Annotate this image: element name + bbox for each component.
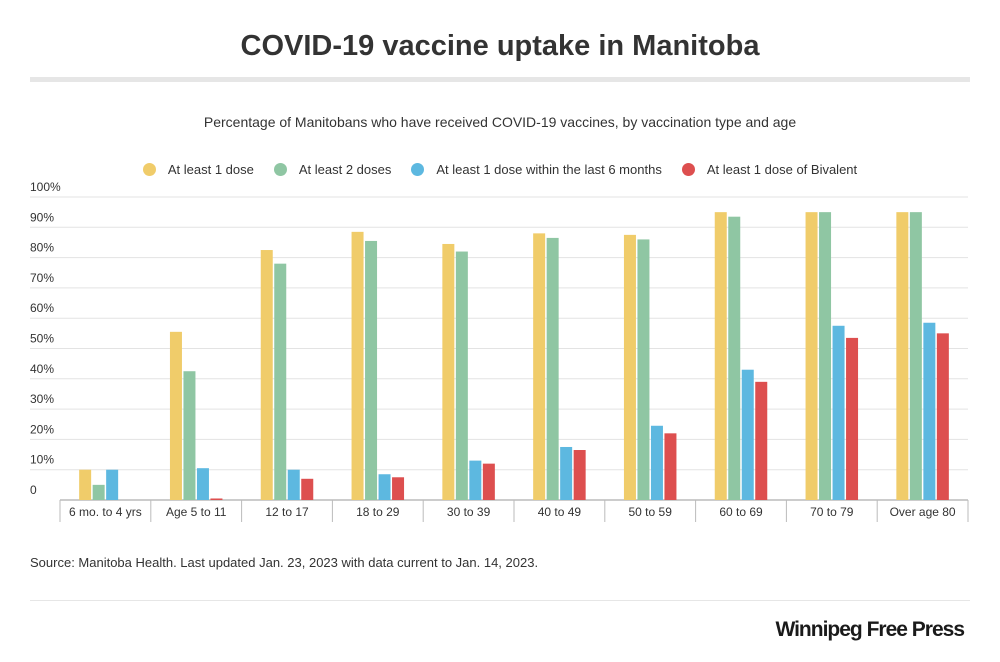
bar [169,331,182,500]
bar [92,484,105,500]
bar [287,469,300,500]
bar [274,263,287,500]
bar [482,463,495,500]
y-tick-label: 10% [30,453,54,467]
y-tick-label: 90% [30,210,54,224]
bar [664,433,677,500]
bar [455,251,468,500]
x-tick-label: 70 to 79 [810,505,854,519]
x-tick-label: 40 to 49 [538,505,582,519]
chart-title: COVID-19 vaccine uptake in Manitoba [240,30,760,62]
source-note: Source: Manitoba Health. Last updated Ja… [30,555,539,570]
legend-swatch [142,163,156,176]
bar [79,469,92,500]
bar [637,239,650,501]
bar-chart: 0 10% 20% 30% 40% 50% 60% 70% 80% 90% 100% 6 mo. to… [30,180,969,522]
y-tick-label: 80% [30,241,54,255]
x-tick-label: 6 mo. to 4 yrs [69,505,142,519]
bar [106,469,119,500]
legend-swatch [411,163,425,176]
bar [936,333,949,500]
bar [819,212,832,500]
x-tick-label: 60 to 69 [719,505,763,519]
y-tick-label: 70% [30,271,54,285]
legend-swatch [681,163,695,176]
y-tick-label: 0 [30,483,37,497]
bar [183,371,196,500]
legend-item-second-dose: At least 2 doses [273,162,392,177]
bar [728,216,741,500]
x-tick-label: 50 to 59 [629,505,673,519]
y-tick-label: 60% [30,301,54,315]
bar [392,477,405,500]
bar [196,468,209,500]
bar [301,478,314,500]
chart-legend: At least 1 dose At least 2 doses At leas… [0,162,1000,177]
chart-subtitle: Percentage of Manitobans who have receiv… [203,114,797,130]
bar [378,474,391,500]
bar [573,450,586,500]
bar [755,381,768,500]
y-tick-label: 100% [30,180,61,194]
bar [623,234,636,500]
x-tick-label: 30 to 39 [447,505,491,519]
x-tick-label: 18 to 29 [356,505,400,519]
title-divider [30,77,970,82]
winnipeg-free-press-logo: Winnipeg Free Press [775,618,965,641]
bar [714,212,727,500]
footer-divider [30,600,970,601]
bar [846,337,859,500]
bar [260,250,273,500]
bar [210,498,223,500]
x-tick-label: Over age 80 [890,505,956,519]
bar [533,233,546,501]
bar [351,231,364,500]
bar [909,212,922,500]
legend-swatch [273,163,287,176]
legend-item-bivalent: At least 1 dose of Bivalent [681,162,858,177]
bar [805,212,818,500]
bar [896,212,909,500]
legend-item-first-dose: At least 1 dose [142,162,254,177]
x-tick-label: 12 to 17 [265,505,309,519]
legend-item-recent-dose: At least 1 dose within the last 6 months [411,162,662,177]
y-tick-label: 20% [30,422,54,436]
legend-label: At least 1 dose [167,162,254,177]
legend-label: At least 1 dose of Bivalent [706,162,858,177]
bar [442,243,455,500]
bar [741,369,754,500]
y-tick-label: 40% [30,362,54,376]
bar [650,425,663,500]
bar [469,460,482,500]
bar [923,322,936,500]
x-tick-label: Age 5 to 11 [166,505,227,519]
bar [546,237,559,500]
bar [560,446,573,500]
y-tick-label: 30% [30,392,54,406]
bar [365,240,378,500]
y-tick-label: 50% [30,332,54,346]
legend-label: At least 1 dose within the last 6 months [436,162,662,177]
legend-label: At least 2 doses [298,162,392,177]
bar [832,325,845,500]
